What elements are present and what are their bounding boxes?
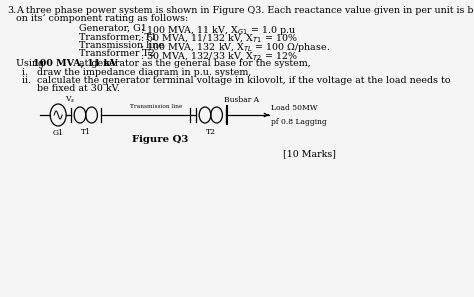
Text: Transmission line: Transmission line <box>79 41 164 50</box>
Text: i.   draw the impedance diagram in p.u. system,: i. draw the impedance diagram in p.u. sy… <box>22 68 251 77</box>
Text: ii.  calculate the generator terminal voltage in kilovolt, if the voltage at the: ii. calculate the generator terminal vol… <box>22 76 450 85</box>
Text: Load 50MW: Load 50MW <box>271 104 318 112</box>
Text: V$_s$: V$_s$ <box>65 94 76 105</box>
Text: G1: G1 <box>53 129 64 137</box>
Text: on its’ component rating as follows:: on its’ component rating as follows: <box>16 14 188 23</box>
Text: Using: Using <box>16 59 47 68</box>
Text: Transformer, T1: Transformer, T1 <box>79 32 156 42</box>
Text: [10 Marks]: [10 Marks] <box>283 149 336 158</box>
Text: be fixed at 30 kV.: be fixed at 30 kV. <box>22 84 119 93</box>
Text: T2: T2 <box>206 128 216 136</box>
Text: : 50 MVA, 11/132 kV, X$_{T1}$ = 10%: : 50 MVA, 11/132 kV, X$_{T1}$ = 10% <box>139 32 298 45</box>
Text: Busbar A: Busbar A <box>224 96 259 104</box>
Text: A three phase power system is shown in Figure Q3. Each reactance value given in : A three phase power system is shown in F… <box>16 6 474 15</box>
Text: T1: T1 <box>81 128 91 136</box>
Text: : 100 MVA, 11 kV, X$_{G1}$ = 1.0 p.u: : 100 MVA, 11 kV, X$_{G1}$ = 1.0 p.u <box>139 24 296 37</box>
Text: Transformer T2: Transformer T2 <box>79 50 154 59</box>
Text: Generator, G1: Generator, G1 <box>79 24 146 33</box>
Text: 100 MVA, 11 kV: 100 MVA, 11 kV <box>33 59 117 68</box>
Text: Figure Q3: Figure Q3 <box>132 135 188 144</box>
Text: Transmission line: Transmission line <box>130 104 182 109</box>
Text: at generator as the general base for the system,: at generator as the general base for the… <box>76 59 311 68</box>
Text: : 100 MVA, 132 kV, X$_{TL}$ = 100 Ω/phase.: : 100 MVA, 132 kV, X$_{TL}$ = 100 Ω/phas… <box>139 41 330 54</box>
Text: 3.: 3. <box>7 6 17 15</box>
Text: : 50 MVA, 132/33 kV, X$_{T2}$ = 12%: : 50 MVA, 132/33 kV, X$_{T2}$ = 12% <box>139 50 298 61</box>
Text: pf 0.8 Lagging: pf 0.8 Lagging <box>271 118 327 126</box>
